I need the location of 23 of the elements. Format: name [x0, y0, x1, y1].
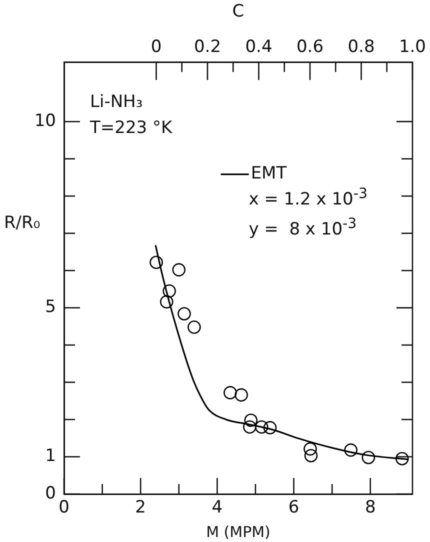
x-tick-label: 8	[364, 498, 376, 518]
x2-tick-label: 0	[150, 37, 162, 58]
y-tick-label: 1	[45, 446, 56, 466]
x2-tick-label: 0.6	[296, 37, 324, 58]
annotation: T=223 °K	[90, 118, 172, 138]
x-tick-label: 4	[212, 498, 223, 518]
annotation: y = 8 x 10$^{-3}$	[248, 216, 357, 240]
x-tick-label: 2	[135, 498, 146, 518]
annotation: x = 1.2 x 10$^{-3}$	[248, 186, 368, 210]
x-tick-label: 0	[58, 498, 70, 518]
x-axis-title: M (MPM)	[206, 522, 270, 541]
x2-tick-label: 1.0	[398, 37, 426, 58]
annotation: Li-NH₃	[90, 92, 143, 112]
x2-tick-label: 0.4	[245, 37, 272, 58]
x-tick-label: 6	[288, 498, 300, 518]
x2-tick-label: 0.8	[348, 37, 375, 58]
x2-tick-label: 0.2	[194, 37, 222, 58]
y-tick-label: 10	[34, 111, 56, 132]
y-tick-label: 0	[45, 483, 56, 504]
y-tick-label: 5	[45, 297, 56, 318]
legend-label: EMT	[250, 164, 288, 184]
y-axis-title: R/R₀	[4, 213, 40, 234]
x2-axis-title: C	[232, 2, 244, 22]
